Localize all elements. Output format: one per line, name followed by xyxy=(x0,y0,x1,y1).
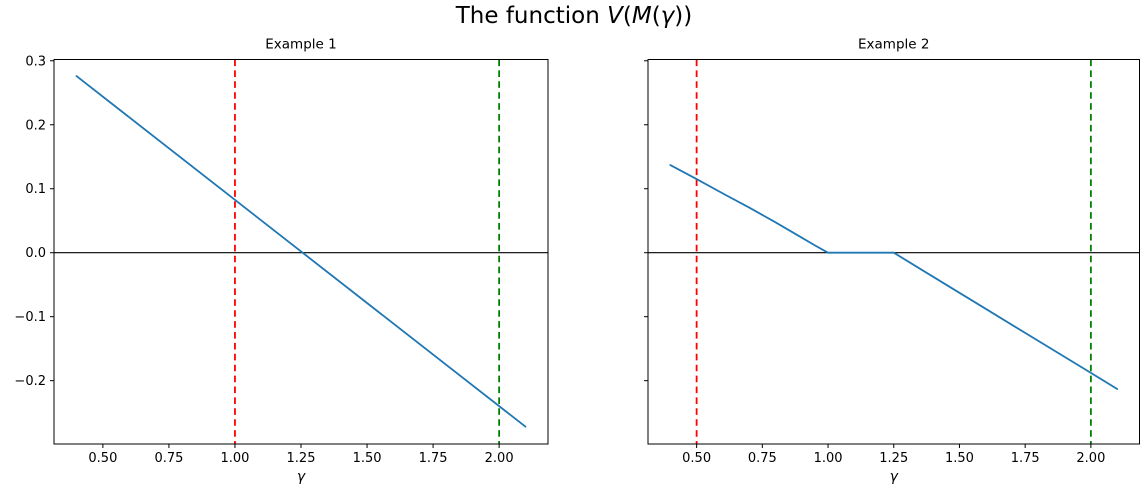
y-tick-label: 0.2 xyxy=(25,118,46,133)
figure-title-text-segment: ( xyxy=(651,3,661,29)
x-tick-label: 1.75 xyxy=(1011,451,1040,466)
subplot-title: Example 2 xyxy=(858,37,929,53)
x-tick-label: 1.50 xyxy=(945,451,974,466)
figure-title-text-segment: The function xyxy=(455,3,608,29)
subplot-example-1: 0.50 0.75 1.00 1.25 1.50 1.75 2.00 0.3 0.2 0.1 0.0… xyxy=(14,37,549,485)
axes-border xyxy=(647,59,1140,445)
x-tick-label: 1.75 xyxy=(419,451,448,466)
subplot-example-2: 0.50 0.75 1.00 1.25 1.50 1.75 2.00 Example 2 γ xyxy=(644,37,1140,485)
x-tick-label: 0.75 xyxy=(748,451,777,466)
x-axis-label: γ xyxy=(890,469,899,485)
x-tick-label: 2.00 xyxy=(485,451,514,466)
figure-title-math-segment: γ xyxy=(660,3,675,29)
x-tick-label: 1.50 xyxy=(353,451,382,466)
y-tick-label: 0.0 xyxy=(25,246,46,261)
x-tick-label: 1.00 xyxy=(814,451,843,466)
x-tick-label: 1.00 xyxy=(220,451,249,466)
series-line xyxy=(75,75,527,428)
subplot-title: Example 1 xyxy=(265,37,336,53)
figure-title-math-segment: M xyxy=(631,3,652,29)
x-tick-label: 0.50 xyxy=(88,451,117,466)
y-tick-label: 0.3 xyxy=(25,54,46,69)
y-tick-label: −0.1 xyxy=(14,310,46,325)
x-tick-label: 2.00 xyxy=(1076,451,1105,466)
x-tick-label: 0.50 xyxy=(682,451,711,466)
x-axis-label: γ xyxy=(297,469,306,485)
x-tick-label: 1.25 xyxy=(287,451,316,466)
figure-title-math-segment: V xyxy=(607,3,623,29)
figure-title: The function V(M(γ)) xyxy=(0,3,1148,29)
figure-title-text-segment: )) xyxy=(674,3,693,29)
series-line xyxy=(669,164,1119,390)
y-tick-label: −0.2 xyxy=(14,374,46,389)
x-tick-label: 1.25 xyxy=(879,451,908,466)
figure-title-text-segment: ( xyxy=(622,3,632,29)
y-tick-label: 0.1 xyxy=(25,182,46,197)
x-tick-label: 0.75 xyxy=(154,451,183,466)
